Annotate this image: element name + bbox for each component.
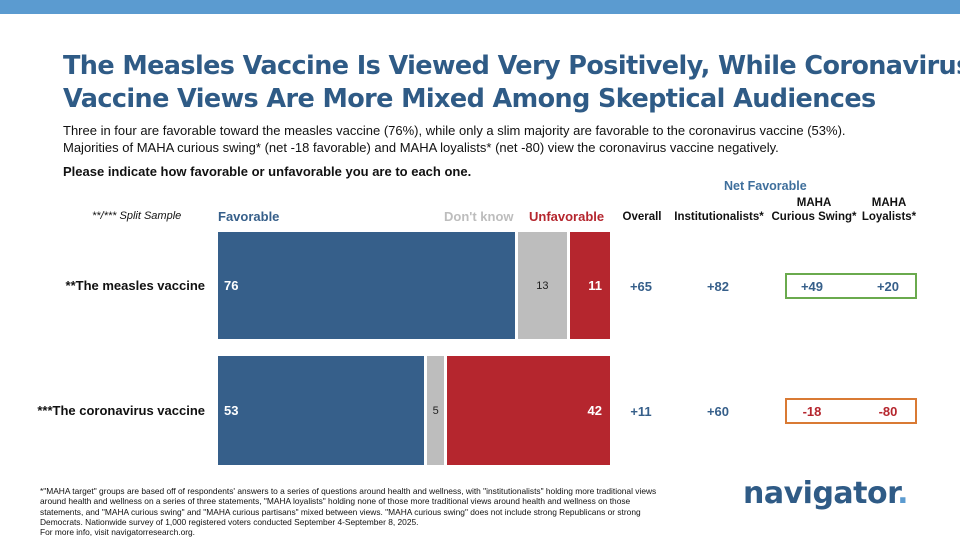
data-label-unfavorable-row-2: 42 [587, 402, 602, 418]
data-label-dont-know-row-2: 5 [432, 404, 439, 417]
bar-unfavorable-row-2 [447, 356, 610, 465]
footnote-line-4: Democrats. Nationwide survey of 1,000 re… [40, 516, 419, 527]
row-label-measles-vaccine: **The measles vaccine [65, 278, 205, 293]
split-sample-note: **/*** Split Sample [92, 210, 182, 222]
logo-dot: . [897, 476, 909, 511]
bar-dont-know-row-1 [518, 232, 567, 339]
subtitle: Three in four are favorable toward the m… [63, 122, 943, 156]
top-accent-bar [0, 0, 960, 14]
net-value-overall-row-1: +65 [629, 279, 653, 294]
page-title: The Measles Vaccine Is Viewed Very Posit… [63, 50, 960, 116]
net-value-institutionalists-row-1: +82 [706, 279, 730, 294]
net-value-institutionalists-row-2: +60 [706, 404, 730, 419]
logo-text: navigator [743, 476, 898, 511]
net-value-maha-curious-swing-row-2: -18 [802, 404, 822, 419]
title-line-1: The Measles Vaccine Is Viewed Very Posit… [63, 51, 960, 81]
subtitle-line-2: Majorities of MAHA curious swing* (net -… [63, 140, 779, 155]
footnote-line-5: For more info, visit navigatorresearch.o… [40, 527, 195, 538]
net-value-maha-loyalists-row-1: +20 [876, 279, 900, 294]
footnote: *"MAHA target" groups are based off of r… [40, 486, 745, 537]
net-col-header-maha-loyalists-line-2: Loyalists* [861, 211, 917, 223]
footnote-line-1: *"MAHA target" groups are based off of r… [40, 486, 657, 496]
net-col-header-institutionalists: Institutionalists* [674, 211, 764, 223]
legend-unfavorable: Unfavorable [529, 209, 605, 224]
net-col-header-maha-curious-swing-line-1: MAHA [796, 197, 832, 209]
net-value-maha-curious-swing-row-1: +49 [800, 279, 824, 294]
net-favorable-header: Net Favorable [724, 179, 807, 193]
net-col-header-maha-curious-swing: MAHA Curious Swing* [768, 196, 860, 224]
row-label-coronavirus-vaccine: ***The coronavirus vaccine [37, 403, 205, 418]
highlight-box-measles [785, 273, 917, 299]
net-col-header-maha-loyalists: MAHA Loyalists* [858, 196, 920, 224]
survey-question: Please indicate how favorable or unfavor… [63, 164, 472, 179]
footnote-line-2: around health and wellness on a series o… [40, 496, 631, 507]
bar-dont-know-row-2 [427, 356, 445, 465]
subtitle-line-1: Three in four are favorable toward the m… [63, 123, 846, 138]
net-col-header-maha-curious-swing-line-2: Curious Swing* [771, 211, 857, 223]
bar-unfavorable-row-1 [569, 232, 610, 339]
data-label-favorable-row-2: 53 [224, 402, 239, 418]
navigator-logo: navigator. [743, 476, 909, 511]
footnote-line-3: statements, and "MAHA curious swing" and… [40, 506, 641, 517]
net-col-header-overall: Overall [622, 211, 662, 223]
bar-favorable-row-2 [218, 356, 425, 465]
title-line-2: Vaccine Views Are More Mixed Among Skept… [63, 84, 876, 114]
data-label-unfavorable-row-1: 11 [588, 277, 602, 293]
legend-favorable: Favorable [218, 209, 280, 224]
data-label-dont-know-row-1: 13 [536, 279, 549, 292]
net-col-header-maha-loyalists-line-1: MAHA [871, 197, 907, 209]
highlight-box-coronavirus [785, 398, 917, 424]
bar-favorable-row-1 [218, 232, 516, 339]
data-label-favorable-row-1: 76 [224, 277, 239, 293]
legend-dont-know: Don't know [444, 209, 514, 224]
net-value-overall-row-2: +11 [630, 404, 652, 419]
net-value-maha-loyalists-row-2: -80 [878, 404, 898, 419]
